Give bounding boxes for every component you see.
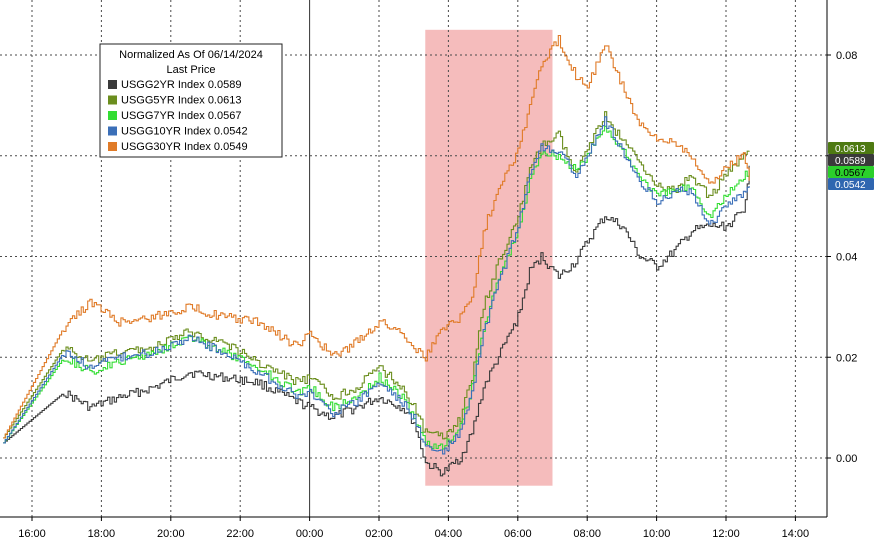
last-price-tag-1 <box>828 142 874 154</box>
legend-label-1: USGG5YR Index 0.0613 <box>121 95 241 107</box>
legend-label-0: USGG2YR Index 0.0589 <box>121 79 241 91</box>
x-tick-label-10: 12:00 <box>712 528 740 540</box>
last-price-text-3: 0.0542 <box>835 180 866 191</box>
series-line-4 <box>3 34 750 439</box>
legend-box <box>99 43 283 158</box>
legend-swatch-3 <box>108 126 117 136</box>
legend-title: Normalized As Of 06/14/2024 <box>119 49 263 61</box>
x-tick-label-4: 00:00 <box>296 528 324 540</box>
y-tick-label-4: 0.08 <box>836 50 857 62</box>
legend-swatch-4 <box>108 142 117 151</box>
series-line-0 <box>3 165 750 477</box>
x-tick-label-1: 18:00 <box>88 528 116 540</box>
x-tick-label-2: 20:00 <box>157 528 185 540</box>
x-tick-label-5: 02:00 <box>365 528 393 540</box>
last-price-text-0: 0.0589 <box>835 156 866 167</box>
x-tick-label-6: 04:00 <box>435 528 463 540</box>
legend: Normalized As Of 06/14/2024 Last Price U… <box>99 43 283 158</box>
y-tick-label-2: 0.04 <box>836 252 857 264</box>
series-line-3 <box>3 116 750 455</box>
x-tick-label-8: 08:00 <box>573 528 601 540</box>
series-line-1 <box>3 111 750 440</box>
x-axis-strip <box>0 517 881 545</box>
last-price-text-1: 0.0613 <box>835 144 866 155</box>
y-axis-strip <box>827 0 881 517</box>
highlight-window <box>425 29 553 486</box>
last-price-tag-3 <box>828 178 874 190</box>
legend-swatch-0 <box>108 80 117 89</box>
x-tick-label-11: 14:00 <box>782 528 810 540</box>
axis-layer <box>0 0 828 518</box>
legend-label-3: USGG10YR Index 0.0542 <box>121 126 248 138</box>
last-price-tag-0 <box>828 154 874 166</box>
last-price-tag-2 <box>828 166 874 178</box>
series-layer <box>3 34 750 477</box>
highlight-layer <box>425 29 553 486</box>
last-price-text-2: 0.0567 <box>835 168 866 179</box>
legend-label-4: USGG30YR Index 0.0549 <box>121 141 248 153</box>
x-tick-label-7: 06:00 <box>504 528 532 540</box>
x-tick-label-0: 16:00 <box>18 528 46 540</box>
x-tick-label-9: 10:00 <box>643 528 671 540</box>
x-tick-labels: 16:00 18:00 20:00 22:00 00:00 02:00 04:00 06:00… <box>18 517 809 540</box>
legend-swatch-1 <box>108 95 117 105</box>
legend-entries: USGG2YR Index 0.0589 USGG5YR Index 0.0613… <box>108 79 248 153</box>
legend-label-2: USGG7YR Index 0.0567 <box>121 110 241 122</box>
y-tick-label-1: 0.02 <box>836 352 857 364</box>
x-tick-label-3: 22:00 <box>226 528 254 540</box>
legend-subtitle: Last Price <box>167 64 216 76</box>
y-tick-label-0: 0.00 <box>836 453 857 465</box>
legend-swatch-2 <box>108 111 117 120</box>
